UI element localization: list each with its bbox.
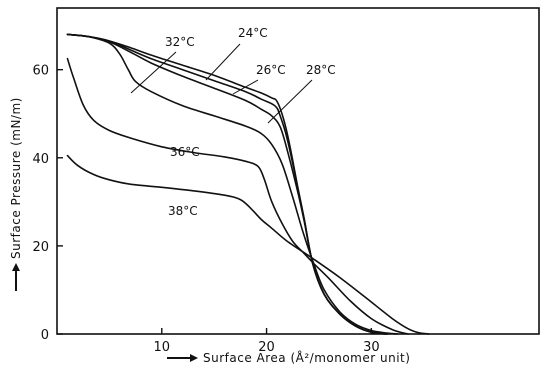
series-label-38c: 38°C (168, 204, 198, 218)
series-label-32c: 32°C (165, 35, 195, 49)
series-label-26c: 26°C (256, 63, 286, 77)
tick-labels: 10 20 30 0 20 40 60 (32, 64, 379, 355)
y-axis-arrowhead (12, 263, 20, 271)
x-axis-title: Surface Area (Å²/monomer unit) (167, 350, 410, 365)
x-axis-arrowhead (190, 354, 198, 362)
y-tick-label: 0 (41, 328, 49, 343)
isotherm-36c-line (66, 57, 409, 335)
leader-line-24c (205, 43, 241, 81)
isotherm-curves (66, 33, 430, 335)
y-axis-label: Surface Pressure (mN/m) (9, 97, 23, 259)
isotherm-28c-line (66, 33, 388, 335)
leader-line-28c (267, 79, 313, 124)
isotherm-32c-line (66, 33, 399, 335)
y-tick-label: 60 (32, 64, 49, 79)
series-labels: 24°C 26°C 28°C 32°C 36°C 38°C (165, 26, 336, 218)
x-axis-label: Surface Area (Å²/monomer unit) (203, 350, 410, 365)
series-label-36c: 36°C (170, 145, 200, 159)
isotherm-38c-line (66, 154, 430, 335)
leader-line-26c (232, 79, 259, 95)
y-tick-label: 20 (32, 240, 49, 255)
x-tick-label: 30 (363, 340, 380, 355)
series-label-28c: 28°C (306, 63, 336, 77)
x-tick-label: 10 (154, 340, 171, 355)
y-axis-title: Surface Pressure (mN/m) (9, 97, 23, 291)
label-leader-lines (130, 43, 313, 124)
series-label-24c: 24°C (238, 26, 268, 40)
plot-frame (56, 7, 540, 335)
y-tick-label: 40 (32, 152, 49, 167)
leader-line-32c (130, 51, 177, 94)
x-tick-label: 20 (258, 340, 275, 355)
